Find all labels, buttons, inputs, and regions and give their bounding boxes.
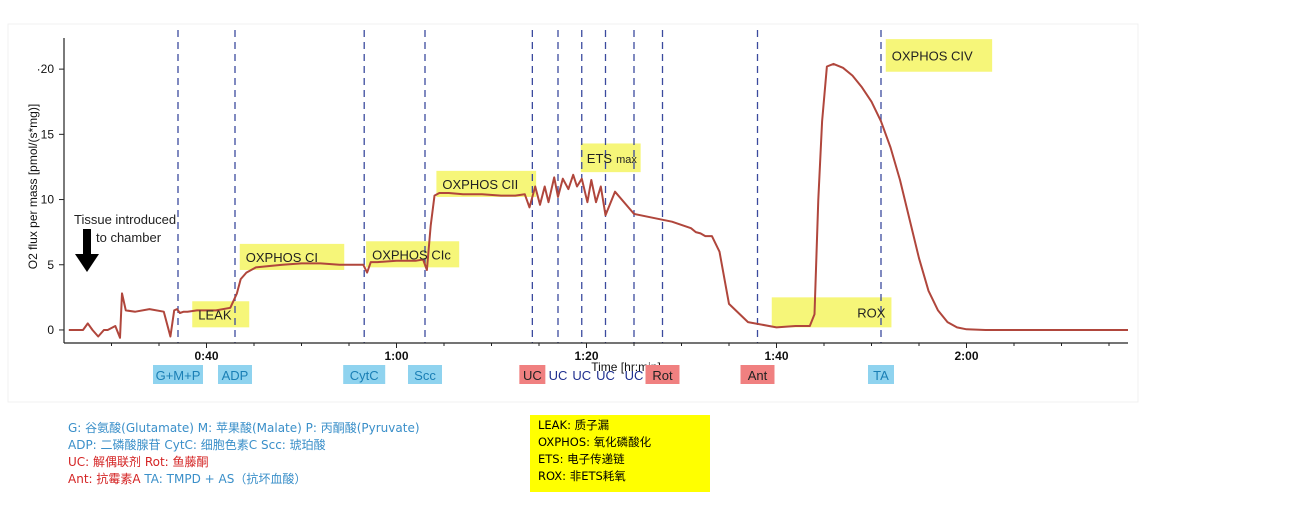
injection-label-box: [343, 365, 386, 384]
injection-label: UC: [572, 368, 591, 383]
x-tick-label: 0:40: [194, 349, 218, 363]
legend-abbreviations: G: 谷氨酸(Glutamate) M: 苹果酸(Malate) P: 丙酮酸(…: [68, 420, 420, 488]
legend-line-1: G: 谷氨酸(Glutamate) M: 苹果酸(Malate) P: 丙酮酸(…: [68, 420, 420, 437]
legend-def-leak: LEAK: 质子漏: [538, 418, 610, 432]
oxygen-flux-series-line: [68, 62, 1128, 339]
injection-label-box: [408, 365, 442, 384]
phase-label: OXPHOS CII: [442, 177, 518, 192]
chart-panel: [7, 23, 1139, 403]
injection-label: UC: [625, 368, 644, 383]
phase-label: OXPHOS CIc: [372, 247, 451, 262]
injection-label-box: [153, 365, 203, 384]
legend-text: TA: TMPD + AS（抗坏血酸）: [140, 472, 307, 486]
legend-line-4: Ant: 抗霉素A TA: TMPD + AS（抗坏血酸）: [68, 471, 420, 488]
injection-label: UC: [596, 368, 615, 383]
oxygen-flux-chart: 0 5 10 15 ·20 0:40 1:00 1:20 1:40 2:00 O2 flux per…: [7, 23, 1139, 403]
y-tick-label: 15: [41, 127, 55, 141]
injection-label: Scc: [414, 368, 436, 383]
legend-phase-definitions: LEAK: 质子漏 OXPHOS: 氧化磷酸化 ETS: 电子传递链 ROX: …: [530, 415, 710, 492]
annotation-line-2: to chamber: [96, 230, 162, 245]
x-axis-title: Time [hr:min]: [591, 360, 661, 374]
x-tick-label: 1:40: [764, 349, 788, 363]
x-tick-label: 2:00: [954, 349, 978, 363]
x-tick-label: 1:20: [574, 349, 598, 363]
x-tick-label: 1:00: [384, 349, 408, 363]
legend-text: UC: 解偶联剂 Rot: 鱼藤酮: [68, 455, 209, 469]
legend-text: ADP: 二磷酸腺苷 CytC: 细胞色素C Scc: 琥珀酸: [68, 438, 326, 452]
injection-label: Ant: [748, 368, 768, 383]
injection-label: Rot: [652, 368, 673, 383]
phase-label-box: [885, 39, 993, 72]
injection-label: UC: [549, 368, 568, 383]
phase-label: ETS max: [587, 151, 638, 166]
phase-label: OXPHOS CIV: [892, 48, 973, 63]
injection-label: G+M+P: [156, 368, 201, 383]
y-axis-title: O2 flux per mass [pmol/(s*mg)]: [26, 104, 40, 269]
injection-label: ADP: [222, 368, 249, 383]
injection-label-box: [645, 365, 680, 384]
arrow-down-icon-shaft: [83, 229, 91, 257]
phase-label: OXPHOS CI: [246, 250, 318, 265]
phase-label: ROX: [857, 305, 886, 320]
injection-label: TA: [873, 368, 889, 383]
injection-label-box: [740, 365, 775, 384]
legend-line-3: UC: 解偶联剂 Rot: 鱼藤酮: [68, 454, 420, 471]
y-tick-label: ·20: [37, 62, 55, 76]
injection-label-box: [218, 365, 252, 384]
y-tick-label: 10: [41, 193, 55, 207]
annotation-line-1: Tissue introduced: [74, 212, 176, 227]
phase-label-box: [580, 143, 641, 173]
legend-text: G: 谷氨酸(Glutamate) M: 苹果酸(Malate) P: 丙酮酸(…: [68, 421, 420, 435]
phase-label-box: [239, 243, 345, 270]
legend-text: Ant: 抗霉素A: [68, 472, 141, 486]
injection-label: CytC: [350, 368, 379, 383]
phase-label-box: [366, 241, 460, 268]
legend-def-oxphos: OXPHOS: 氧化磷酸化: [538, 435, 652, 449]
y-tick-label: 0: [47, 323, 54, 337]
legend-def-rox: ROX: 非ETS耗氧: [538, 469, 626, 483]
legend-def-ets: ETS: 电子传递链: [538, 452, 625, 466]
phase-label-box: [771, 297, 892, 328]
injection-label: UC: [523, 368, 542, 383]
injection-label-box: [519, 365, 546, 384]
injection-label-box: [868, 365, 894, 384]
phase-label: LEAK: [198, 307, 232, 322]
phase-label-box: [192, 301, 250, 328]
legend-line-2: ADP: 二磷酸腺苷 CytC: 细胞色素C Scc: 琥珀酸: [68, 437, 420, 454]
y-tick-label: 5: [47, 258, 54, 272]
phase-label-subscript: max: [616, 154, 637, 166]
arrow-down-icon: [75, 254, 99, 272]
